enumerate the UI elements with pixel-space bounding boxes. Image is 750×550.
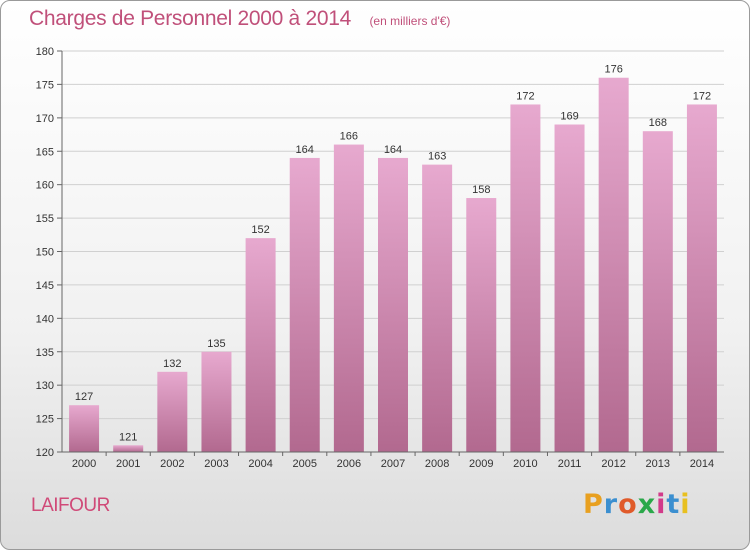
y-tick-label: 180 [36, 46, 54, 58]
chart-subtitle: (en milliers d'€) [369, 14, 451, 28]
bar [333, 144, 364, 453]
logo-letter: i [656, 489, 667, 520]
x-axis: 2000 2001 2002 2003 2004 2005 2006 2007 2008 2009… [62, 451, 724, 470]
x-tick-label: 2014 [690, 458, 714, 470]
bar [378, 157, 408, 452]
logo-letter: o [618, 489, 638, 520]
data-label: 166 [340, 131, 358, 143]
commune-name: LAIFOUR [31, 495, 110, 516]
x-tick-label: 2004 [248, 458, 272, 470]
data-label: 127 [75, 391, 93, 403]
data-label: 169 [560, 111, 578, 123]
y-tick-label: 120 [36, 447, 54, 459]
x-tick-label: 2003 [204, 458, 228, 470]
y-tick-label: 135 [36, 347, 54, 359]
bar-series: 127 121 132 135 152 164 166 164 163 158 172 169 176 1… [69, 64, 717, 453]
logo-letter: i [680, 489, 691, 520]
x-tick-label: 2013 [646, 458, 670, 470]
bar [686, 104, 717, 452]
data-label: 164 [296, 144, 314, 156]
data-label: 172 [693, 90, 711, 102]
logo-letter: t [666, 489, 681, 520]
x-tick-label: 2012 [601, 458, 625, 470]
y-tick-label: 165 [36, 146, 54, 158]
bar [510, 104, 541, 452]
y-tick-label: 160 [36, 180, 54, 192]
y-tick-label: 130 [36, 380, 54, 392]
bar [201, 351, 232, 452]
bar [245, 238, 276, 452]
bar [422, 164, 453, 452]
x-tick-label: 2011 [558, 458, 582, 470]
y-tick-label: 140 [36, 313, 54, 325]
y-tick-label: 170 [36, 113, 54, 125]
data-label: 152 [251, 224, 269, 236]
data-label: 163 [428, 151, 446, 163]
x-tick-label: 2009 [469, 458, 493, 470]
x-tick-label: 2005 [292, 458, 316, 470]
x-tick-label: 2006 [337, 458, 361, 470]
data-label: 158 [472, 184, 490, 196]
bar [554, 124, 585, 453]
logo-letter: r [603, 489, 619, 520]
bar [466, 198, 497, 452]
y-tick-label: 145 [36, 280, 54, 292]
chart-title: Charges de Personnel 2000 à 2014 [29, 7, 351, 30]
bar [157, 371, 188, 452]
data-label: 164 [384, 144, 402, 156]
bar [289, 157, 320, 452]
proxiti-logo[interactable]: Proxiti [583, 489, 691, 520]
bar [642, 131, 673, 452]
logo-letter: P [583, 489, 604, 520]
x-tick-label: 2002 [160, 458, 184, 470]
data-label: 132 [163, 358, 181, 370]
x-tick-label: 2010 [513, 458, 537, 470]
data-label: 168 [649, 117, 667, 129]
title-row: Charges de Personnel 2000 à 2014 (en mil… [29, 7, 450, 31]
data-label: 121 [119, 431, 137, 443]
data-label: 176 [604, 64, 622, 76]
bar [598, 77, 629, 452]
x-tick-label: 2000 [72, 458, 96, 470]
logo-letter: x [637, 489, 657, 520]
y-tick-label: 150 [36, 247, 54, 259]
y-axis: 120 125 130 135 140 145 150 155 160 165 170 175 180 [36, 46, 63, 459]
y-tick-label: 175 [36, 79, 54, 91]
x-tick-label: 2001 [116, 458, 140, 470]
data-label: 172 [516, 90, 534, 102]
x-tick-label: 2007 [381, 458, 405, 470]
bar [69, 405, 100, 452]
x-tick-label: 2008 [425, 458, 449, 470]
y-tick-label: 125 [36, 414, 54, 426]
data-label: 135 [207, 338, 225, 350]
y-tick-label: 155 [36, 213, 54, 225]
bar [113, 445, 144, 452]
